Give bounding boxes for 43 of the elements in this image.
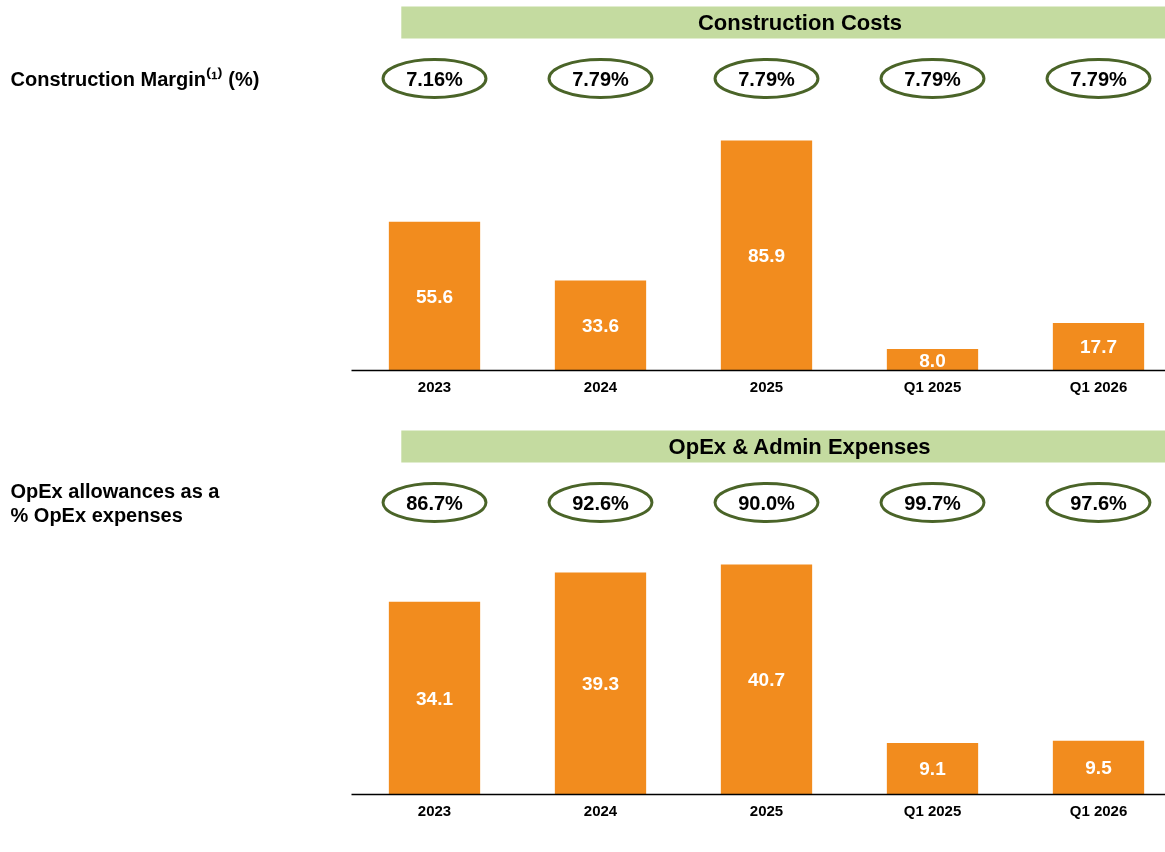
text: Construction Margin⁽¹⁾ (%) xyxy=(10,66,260,90)
x-tick-label: 2024 xyxy=(583,377,618,395)
bar xyxy=(388,221,481,371)
bar xyxy=(720,564,813,795)
text: 99.7% xyxy=(904,491,962,514)
x-tick-label: 2025 xyxy=(749,801,784,819)
bar xyxy=(554,280,647,371)
data-label: 33.6 xyxy=(582,315,619,337)
bar xyxy=(720,140,813,371)
data-label: 9.5 xyxy=(1085,757,1113,779)
x-tick-label: 2025 xyxy=(749,377,784,395)
data-label: 9.1 xyxy=(919,758,947,780)
data-label: 17.7 xyxy=(1080,336,1117,358)
data-label: 8.0 xyxy=(919,349,946,371)
x-tick-label: Q1 2026 xyxy=(1069,378,1128,395)
text: 86.7% xyxy=(406,491,464,514)
text: 97.6% xyxy=(1070,491,1128,514)
text: 90.0% xyxy=(738,491,796,514)
x-tick-label: 2023 xyxy=(417,801,452,819)
text: OpEx allowances as a % OpEx expenses xyxy=(10,479,221,526)
chart-title: OpEx & Admin Expenses xyxy=(668,434,931,459)
text: 7.79% xyxy=(572,67,630,90)
bar xyxy=(1052,740,1145,795)
text: 7.79% xyxy=(1070,67,1128,90)
data-label: 40.7 xyxy=(748,669,785,690)
text: 92.6% xyxy=(572,491,630,514)
bar xyxy=(554,572,647,795)
bar xyxy=(388,601,481,795)
text: 7.79% xyxy=(738,67,796,90)
data-label: 39.3 xyxy=(582,672,619,694)
x-tick-label: Q1 2025 xyxy=(903,378,962,395)
bar xyxy=(886,743,979,795)
x-tick-label: 2023 xyxy=(417,377,452,395)
data-label: 34.1 xyxy=(416,687,454,709)
text: 7.79% xyxy=(904,67,962,90)
data-label: 85.9 xyxy=(748,245,785,266)
data-label: 55.6 xyxy=(416,285,453,307)
chart-title: Construction Costs xyxy=(697,10,903,35)
x-tick-label: Q1 2026 xyxy=(1069,802,1128,819)
text: 7.16% xyxy=(406,67,464,90)
x-tick-label: Q1 2025 xyxy=(903,802,962,819)
bar xyxy=(1052,323,1145,371)
x-tick-label: 2024 xyxy=(583,801,618,819)
